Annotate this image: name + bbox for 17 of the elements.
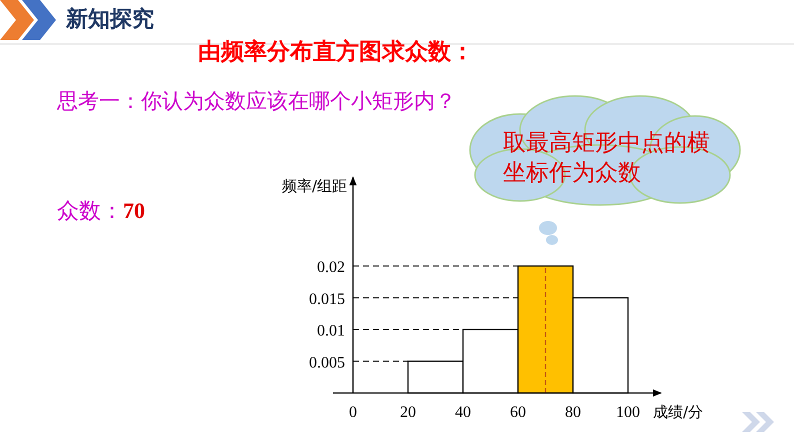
x-tick-label: 20 [400, 404, 416, 421]
y-tick-label: 0.005 [309, 354, 345, 372]
x-tick-label: 40 [455, 404, 471, 421]
text: 思考一：你认为众数应该在哪个小矩形内？ [57, 88, 456, 115]
x-axis-title: 成绩/分 [653, 403, 704, 421]
text: 新知探究 [66, 6, 154, 34]
x-tick-label: 60 [510, 404, 526, 421]
annotation: 取最高矩形中点的横坐标作为众数 [503, 129, 711, 188]
x-tick-label: 0 [349, 404, 357, 421]
y-tick-label: 0.01 [317, 322, 345, 340]
y-tick-label: 0.015 [309, 290, 345, 308]
text: 众数：70 [57, 197, 145, 226]
x-tick-label: 80 [565, 404, 581, 421]
x-tick-label: 100 [616, 404, 640, 421]
y-axis-title: 频率/组距 [282, 177, 347, 196]
chart-subtitle: 由频率分布直方图求众数： [198, 38, 474, 67]
y-tick-label: 0.02 [317, 259, 345, 276]
